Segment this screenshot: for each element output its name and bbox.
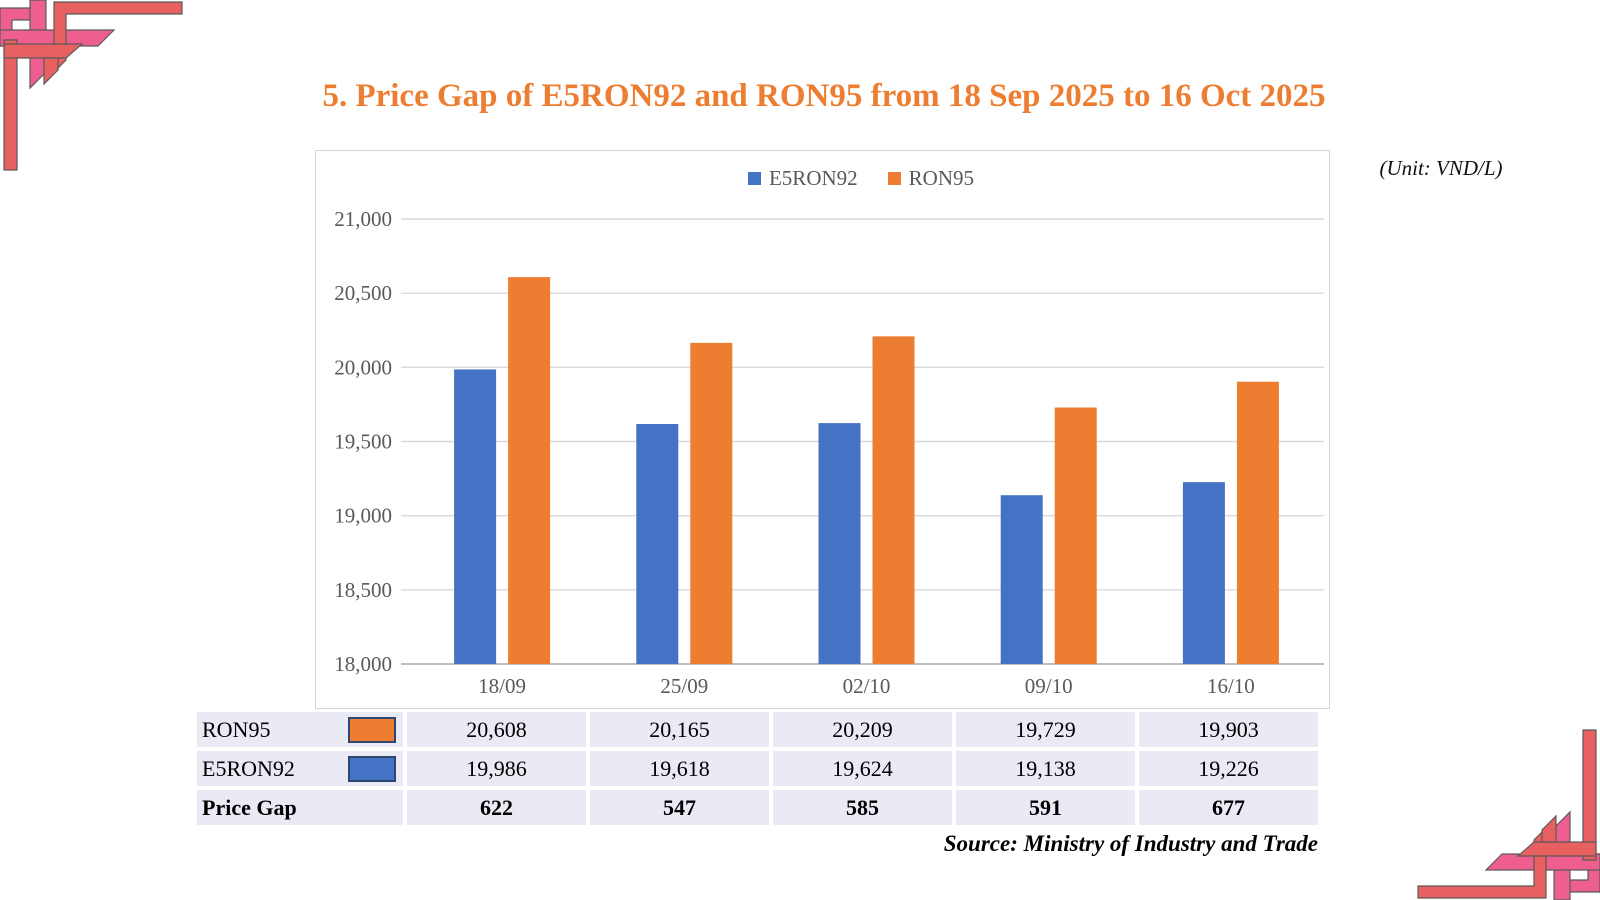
y-tick-label: 19,000 bbox=[334, 504, 392, 528]
bar-chart: 18,000 18,500 19,000 19,500 20,000 20,500 21,0… bbox=[315, 150, 1330, 709]
table-cell: 677 bbox=[1139, 790, 1318, 825]
price-table: RON95 20,608 20,165 20,209 19,729 19,903 E5RON… bbox=[197, 712, 1318, 825]
table-cell: 19,986 bbox=[407, 751, 586, 786]
source-caption: Source: Ministry of Industry and Trade bbox=[943, 831, 1318, 856]
legend-label: RON95 bbox=[908, 165, 974, 190]
table-cell: 19,138 bbox=[956, 751, 1135, 786]
table-cell: 585 bbox=[773, 790, 952, 825]
x-tick-label: 09/10 bbox=[1025, 674, 1073, 698]
x-tick-label: 18/09 bbox=[478, 674, 526, 698]
page-title: 5. Price Gap of E5RON92 and RON95 from 1… bbox=[322, 78, 1326, 115]
table-row-label-price-gap: Price Gap bbox=[197, 790, 403, 825]
corner-ornament-icon bbox=[0, 0, 183, 171]
bar-ron95-25/09 bbox=[690, 342, 733, 664]
y-tick-label: 19,500 bbox=[334, 430, 392, 454]
table-cell: 547 bbox=[590, 790, 769, 825]
row-label-text: RON95 bbox=[202, 716, 271, 742]
table-cell: 591 bbox=[956, 790, 1135, 825]
bar-e5ron92-25/09 bbox=[636, 423, 679, 664]
legend-item-ron95: RON95 bbox=[887, 165, 974, 191]
legend-item-e5ron92: E5RON92 bbox=[747, 165, 858, 191]
bar-e5ron92-09/10 bbox=[1000, 495, 1043, 664]
unit-label: (Unit: VND/L) bbox=[1379, 156, 1503, 180]
table-row-label-e5ron92: E5RON92 bbox=[197, 751, 403, 786]
bar-ron95-02/10 bbox=[872, 336, 915, 664]
y-tick-label: 20,500 bbox=[334, 281, 392, 305]
y-tick-label: 20,000 bbox=[334, 355, 392, 379]
bar-ron95-18/09 bbox=[508, 277, 551, 664]
x-tick-label: 02/10 bbox=[843, 674, 891, 698]
x-tick-label: 25/09 bbox=[660, 674, 708, 698]
legend-swatch-icon bbox=[747, 171, 761, 185]
table-cell: 622 bbox=[407, 790, 586, 825]
row-label-text: Price Gap bbox=[202, 794, 297, 820]
series-swatch-icon bbox=[348, 755, 396, 782]
row-label-text: E5RON92 bbox=[202, 755, 295, 781]
y-tick-label: 18,000 bbox=[334, 652, 392, 676]
bar-e5ron92-02/10 bbox=[818, 423, 861, 664]
bar-e5ron92-16/10 bbox=[1182, 482, 1225, 664]
x-tick-label: 16/10 bbox=[1207, 674, 1255, 698]
series-swatch-icon bbox=[348, 716, 396, 743]
legend-label: E5RON92 bbox=[768, 165, 858, 190]
table-cell: 19,624 bbox=[773, 751, 952, 786]
y-tick-label: 18,500 bbox=[334, 578, 392, 602]
legend-swatch-icon bbox=[887, 171, 901, 185]
table-row-label-ron95: RON95 bbox=[197, 712, 403, 747]
y-tick-label: 21,000 bbox=[334, 207, 392, 231]
table-cell: 20,165 bbox=[590, 712, 769, 747]
table-cell: 19,226 bbox=[1139, 751, 1318, 786]
table-cell: 19,729 bbox=[956, 712, 1135, 747]
table-cell: 19,618 bbox=[590, 751, 769, 786]
corner-ornament-icon bbox=[1417, 729, 1600, 900]
bar-ron95-16/10 bbox=[1236, 381, 1279, 664]
bar-e5ron92-18/09 bbox=[454, 369, 497, 664]
chart-legend: E5RON92 RON95 bbox=[401, 165, 1321, 191]
chart-plot-area: 18,000 18,500 19,000 19,500 20,000 20,500 21,0… bbox=[334, 207, 1324, 698]
bar-ron95-09/10 bbox=[1054, 407, 1097, 664]
table-cell: 20,608 bbox=[407, 712, 586, 747]
table-cell: 20,209 bbox=[773, 712, 952, 747]
table-cell: 19,903 bbox=[1139, 712, 1318, 747]
